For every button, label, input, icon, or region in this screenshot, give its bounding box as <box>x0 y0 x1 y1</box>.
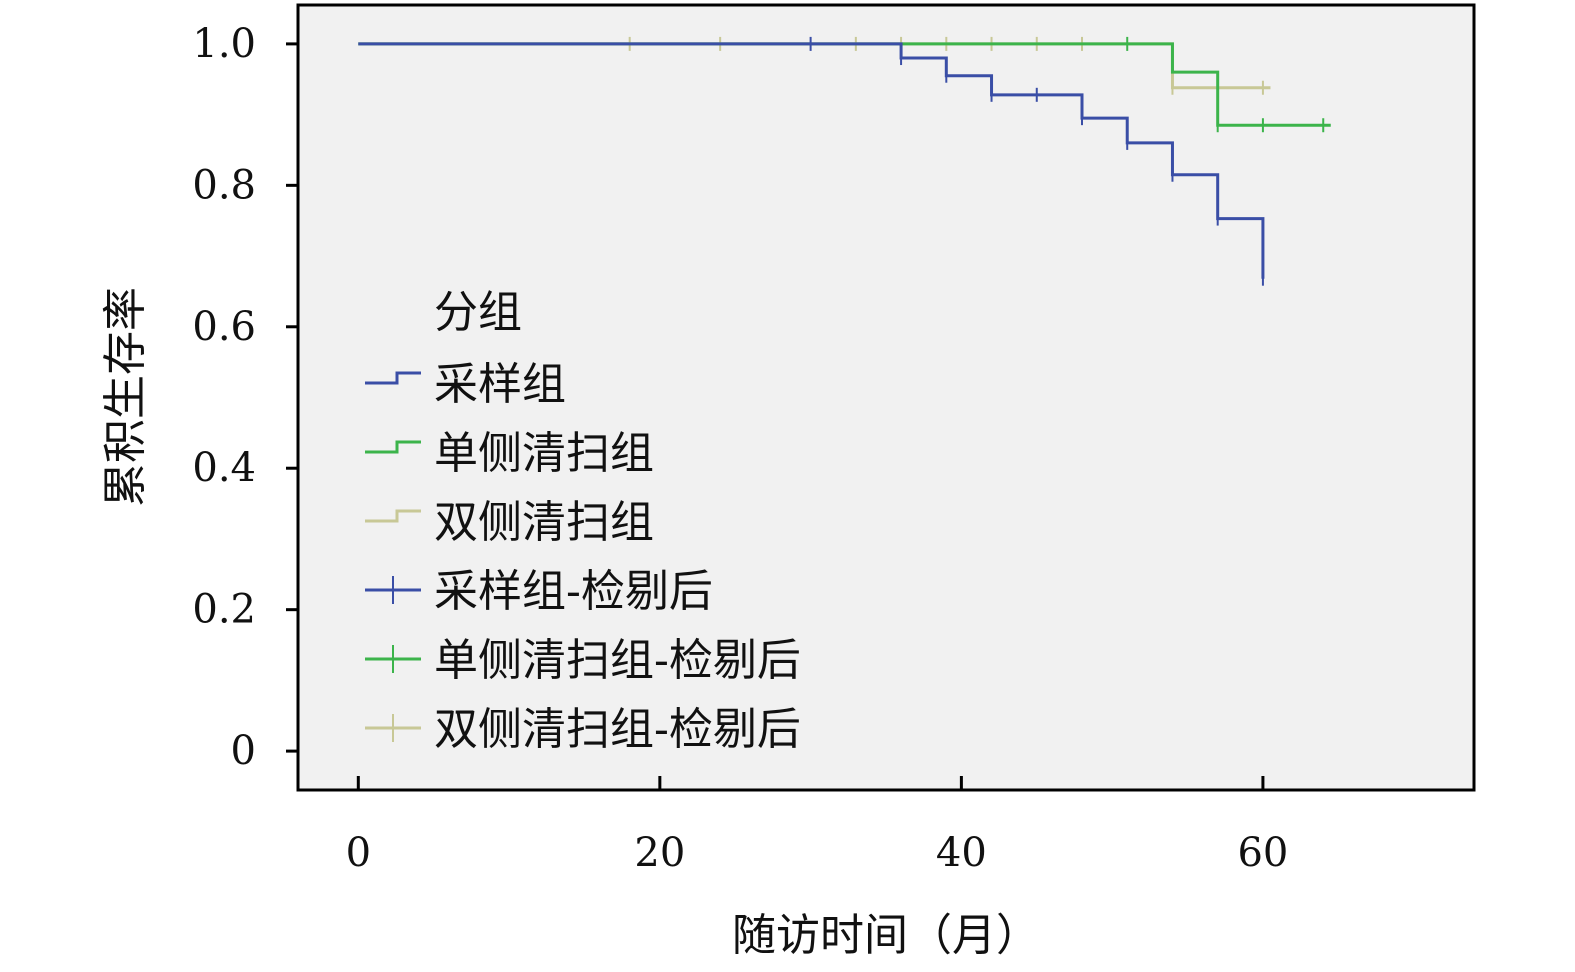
legend-entry: 采样组 <box>365 359 566 410</box>
legend-label: 采样组 <box>434 359 566 410</box>
x-tick-label: 40 <box>936 830 987 876</box>
y-tick-label: 0 <box>231 728 256 774</box>
plot-area <box>296 3 1476 792</box>
survival-step-line <box>358 42 1331 127</box>
legend-label: 单侧清扫组-检剔后 <box>434 635 801 686</box>
series-layer <box>358 36 1331 286</box>
y-tick-label: 0.2 <box>192 587 256 633</box>
y-tick-label: 0.6 <box>192 304 256 350</box>
legend-entry: 单侧清扫组 <box>365 428 654 479</box>
legend-entry: 单侧清扫组-检剔后 <box>365 635 801 686</box>
legend-label: 采样组-检剔后 <box>434 566 713 617</box>
y-tick-label: 0.8 <box>192 162 256 208</box>
series-单侧清扫组 <box>358 36 1331 133</box>
x-tick-label: 0 <box>346 830 371 876</box>
x-tick-label: 60 <box>1237 830 1288 876</box>
legend-entry: 双侧清扫组 <box>365 497 654 548</box>
legend-entry: 双侧清扫组-检剔后 <box>365 704 801 755</box>
y-tick-label: 0.4 <box>192 445 256 491</box>
x-axis-title: 随访时间（月） <box>732 910 1040 961</box>
y-axis-title: 累积生存率 <box>100 287 151 507</box>
legend-label: 单侧清扫组 <box>434 428 654 479</box>
legend-label: 双侧清扫组 <box>434 497 654 548</box>
legend: 分组 采样组单侧清扫组双侧清扫组采样组-检剔后单侧清扫组-检剔后双侧清扫组-检剔… <box>365 287 801 755</box>
legend-title: 分组 <box>434 287 522 338</box>
y-tick-label: 1.0 <box>192 21 256 67</box>
y-axis: 0 0.2 0.4 0.6 0.8 1.0 <box>192 21 298 774</box>
legend-step-swatch <box>365 440 421 454</box>
legend-step-swatch <box>365 509 421 523</box>
x-axis: 0 20 40 60 <box>346 776 1288 876</box>
series-采样组 <box>358 36 1265 286</box>
legend-step-swatch <box>365 371 421 385</box>
legend-entry: 采样组-检剔后 <box>365 566 713 617</box>
x-tick-label: 20 <box>634 830 685 876</box>
legend-label: 双侧清扫组-检剔后 <box>434 704 801 755</box>
